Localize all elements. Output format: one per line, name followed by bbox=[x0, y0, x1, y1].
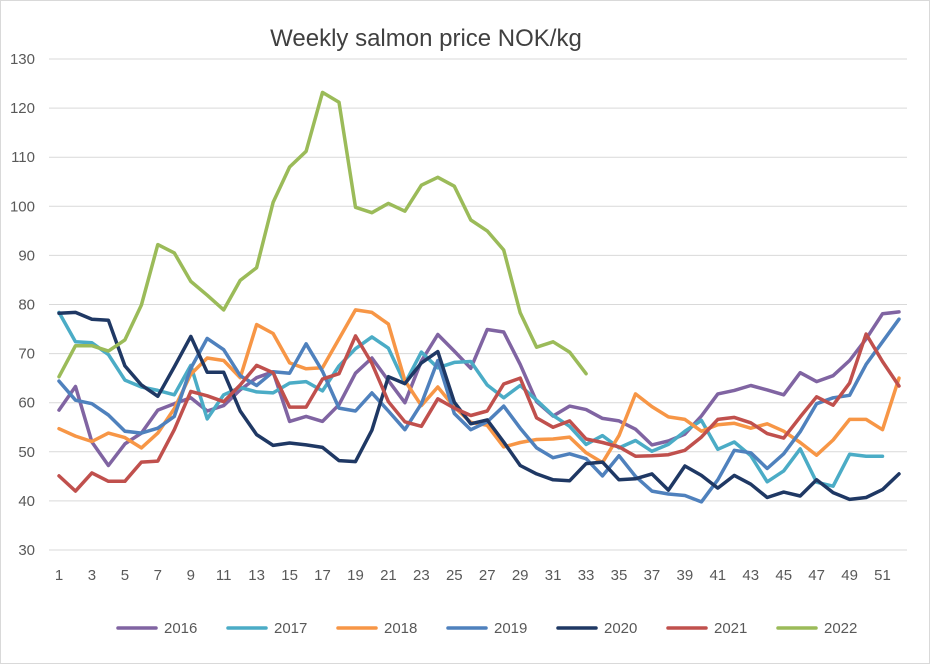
x-tick-label: 51 bbox=[874, 567, 891, 584]
y-tick-label: 80 bbox=[18, 297, 35, 314]
series-line-2018 bbox=[57, 308, 901, 465]
y-tick-label: 110 bbox=[11, 149, 35, 166]
x-tick-label: 27 bbox=[479, 567, 496, 584]
series-line-2016 bbox=[57, 310, 901, 468]
x-tick-label: 33 bbox=[578, 567, 595, 584]
x-tick-label: 13 bbox=[248, 567, 265, 584]
x-tick-label: 25 bbox=[446, 567, 463, 584]
x-tick-label: 3 bbox=[88, 567, 96, 584]
legend-item-2016: 2016 bbox=[116, 620, 197, 637]
x-tick-label: 19 bbox=[347, 567, 364, 584]
y-tick-label: 50 bbox=[18, 444, 35, 461]
series-line-2020 bbox=[57, 310, 901, 502]
series-lines bbox=[57, 90, 901, 504]
x-tick-label: 7 bbox=[154, 567, 162, 584]
legend-item-2017: 2017 bbox=[226, 620, 307, 637]
legend-label: 2022 bbox=[824, 620, 857, 637]
legend-label: 2016 bbox=[164, 620, 197, 637]
legend-label: 2017 bbox=[274, 620, 307, 637]
legend: 2016 2017 2018 2019 2020 2021 2022 bbox=[116, 620, 857, 637]
legend-item-2020: 2020 bbox=[556, 620, 637, 637]
legend-item-2022: 2022 bbox=[776, 620, 857, 637]
grid bbox=[49, 58, 907, 502]
y-tick-label: 30 bbox=[18, 542, 35, 559]
y-tick-label: 60 bbox=[18, 395, 35, 412]
x-tick-label: 5 bbox=[121, 567, 129, 584]
x-tick-label: 45 bbox=[775, 567, 792, 584]
x-tick-label: 43 bbox=[742, 567, 759, 584]
y-tick-label: 40 bbox=[18, 493, 35, 510]
x-tick-label: 29 bbox=[512, 567, 529, 584]
legend-label: 2021 bbox=[714, 620, 747, 637]
legend-item-2018: 2018 bbox=[336, 620, 417, 637]
x-tick-label: 47 bbox=[808, 567, 825, 584]
x-tick-label: 9 bbox=[187, 567, 195, 584]
x-tick-label: 23 bbox=[413, 567, 430, 584]
x-tick-label: 35 bbox=[611, 567, 628, 584]
x-tick-label: 39 bbox=[677, 567, 694, 584]
x-tick-label: 15 bbox=[281, 567, 298, 584]
x-tick-label: 49 bbox=[841, 567, 858, 584]
y-tick-label: 70 bbox=[18, 346, 35, 363]
legend-label: 2018 bbox=[384, 620, 417, 637]
y-tick-label: 90 bbox=[18, 247, 35, 264]
legend-item-2021: 2021 bbox=[666, 620, 747, 637]
x-tick-label: 11 bbox=[216, 567, 232, 584]
y-tick-label: 120 bbox=[10, 100, 35, 117]
x-tick-label: 37 bbox=[644, 567, 661, 584]
x-tick-label: 1 bbox=[55, 567, 63, 584]
legend-label: 2019 bbox=[494, 620, 527, 637]
y-tick-label: 100 bbox=[10, 198, 35, 215]
x-tick-label: 21 bbox=[380, 567, 397, 584]
legend-label: 2020 bbox=[604, 620, 637, 637]
x-tick-label: 17 bbox=[314, 567, 331, 584]
chart-title: Weekly salmon price NOK/kg bbox=[270, 25, 582, 52]
x-tick-label: 41 bbox=[709, 567, 726, 584]
y-tick-label: 130 bbox=[10, 51, 35, 68]
series-line-2022 bbox=[57, 90, 588, 379]
legend-item-2019: 2019 bbox=[446, 620, 527, 637]
series-line-2021 bbox=[57, 332, 901, 493]
x-tick-label: 31 bbox=[545, 567, 562, 584]
